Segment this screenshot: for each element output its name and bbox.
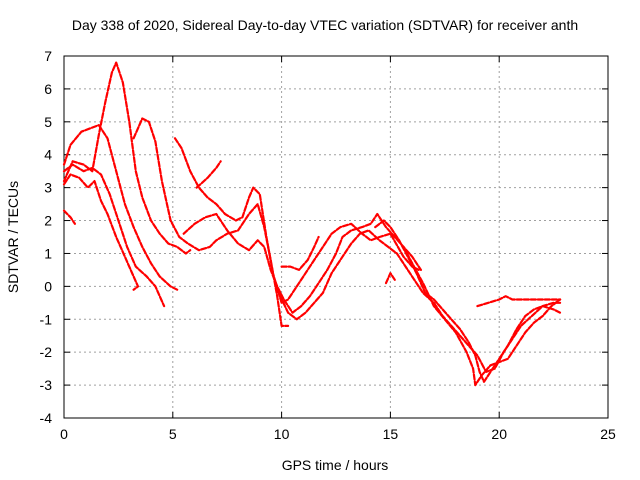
y-tick-label: -1 [40, 311, 53, 327]
series-arc-1 [62, 173, 140, 291]
chart-title: Day 338 of 2020, Sidereal Day-to-day VTE… [72, 17, 578, 33]
series-arc-4 [62, 61, 192, 255]
series-arc-9 [182, 212, 422, 314]
data-series [62, 61, 562, 387]
y-tick-label: 0 [44, 278, 52, 294]
y-tick-label: -2 [40, 344, 53, 360]
series-arc-3 [62, 124, 179, 291]
series-arc-6 [62, 209, 76, 225]
x-tick-label: 20 [491, 426, 507, 442]
x-axis-label: GPS time / hours [282, 457, 389, 473]
y-tick-label: 2 [44, 213, 52, 229]
y-tick-label: 5 [44, 114, 52, 130]
grid [64, 56, 608, 418]
y-tick-label: -4 [40, 410, 53, 426]
y-tick-label: 1 [44, 245, 52, 261]
x-tick-labels: 0 5 10 15 20 25 [60, 426, 616, 442]
y-tick-label: 4 [44, 147, 52, 163]
axis-ticks [63, 55, 609, 419]
series-arc-8 [195, 160, 222, 189]
plot-frame [63, 55, 609, 419]
series-arc-12 [402, 245, 562, 387]
y-tick-labels: -4 -3 -2 -1 0 1 2 3 4 5 6 7 [40, 48, 53, 426]
x-tick-label: 0 [60, 426, 68, 442]
y-tick-label: -3 [40, 377, 53, 393]
series-arc-14 [280, 235, 320, 271]
series-arc-15 [384, 272, 396, 285]
series-arc-2 [62, 163, 166, 308]
y-tick-label: 7 [44, 48, 52, 64]
x-tick-label: 15 [383, 426, 399, 442]
y-tick-label: 3 [44, 180, 52, 196]
y-axis-label: SDTVAR / TECUs [5, 181, 21, 293]
series-arc-13 [476, 295, 562, 308]
x-tick-label: 25 [600, 426, 616, 442]
y-tick-label: 6 [44, 81, 52, 97]
x-tick-label: 5 [169, 426, 177, 442]
x-tick-label: 10 [274, 426, 290, 442]
